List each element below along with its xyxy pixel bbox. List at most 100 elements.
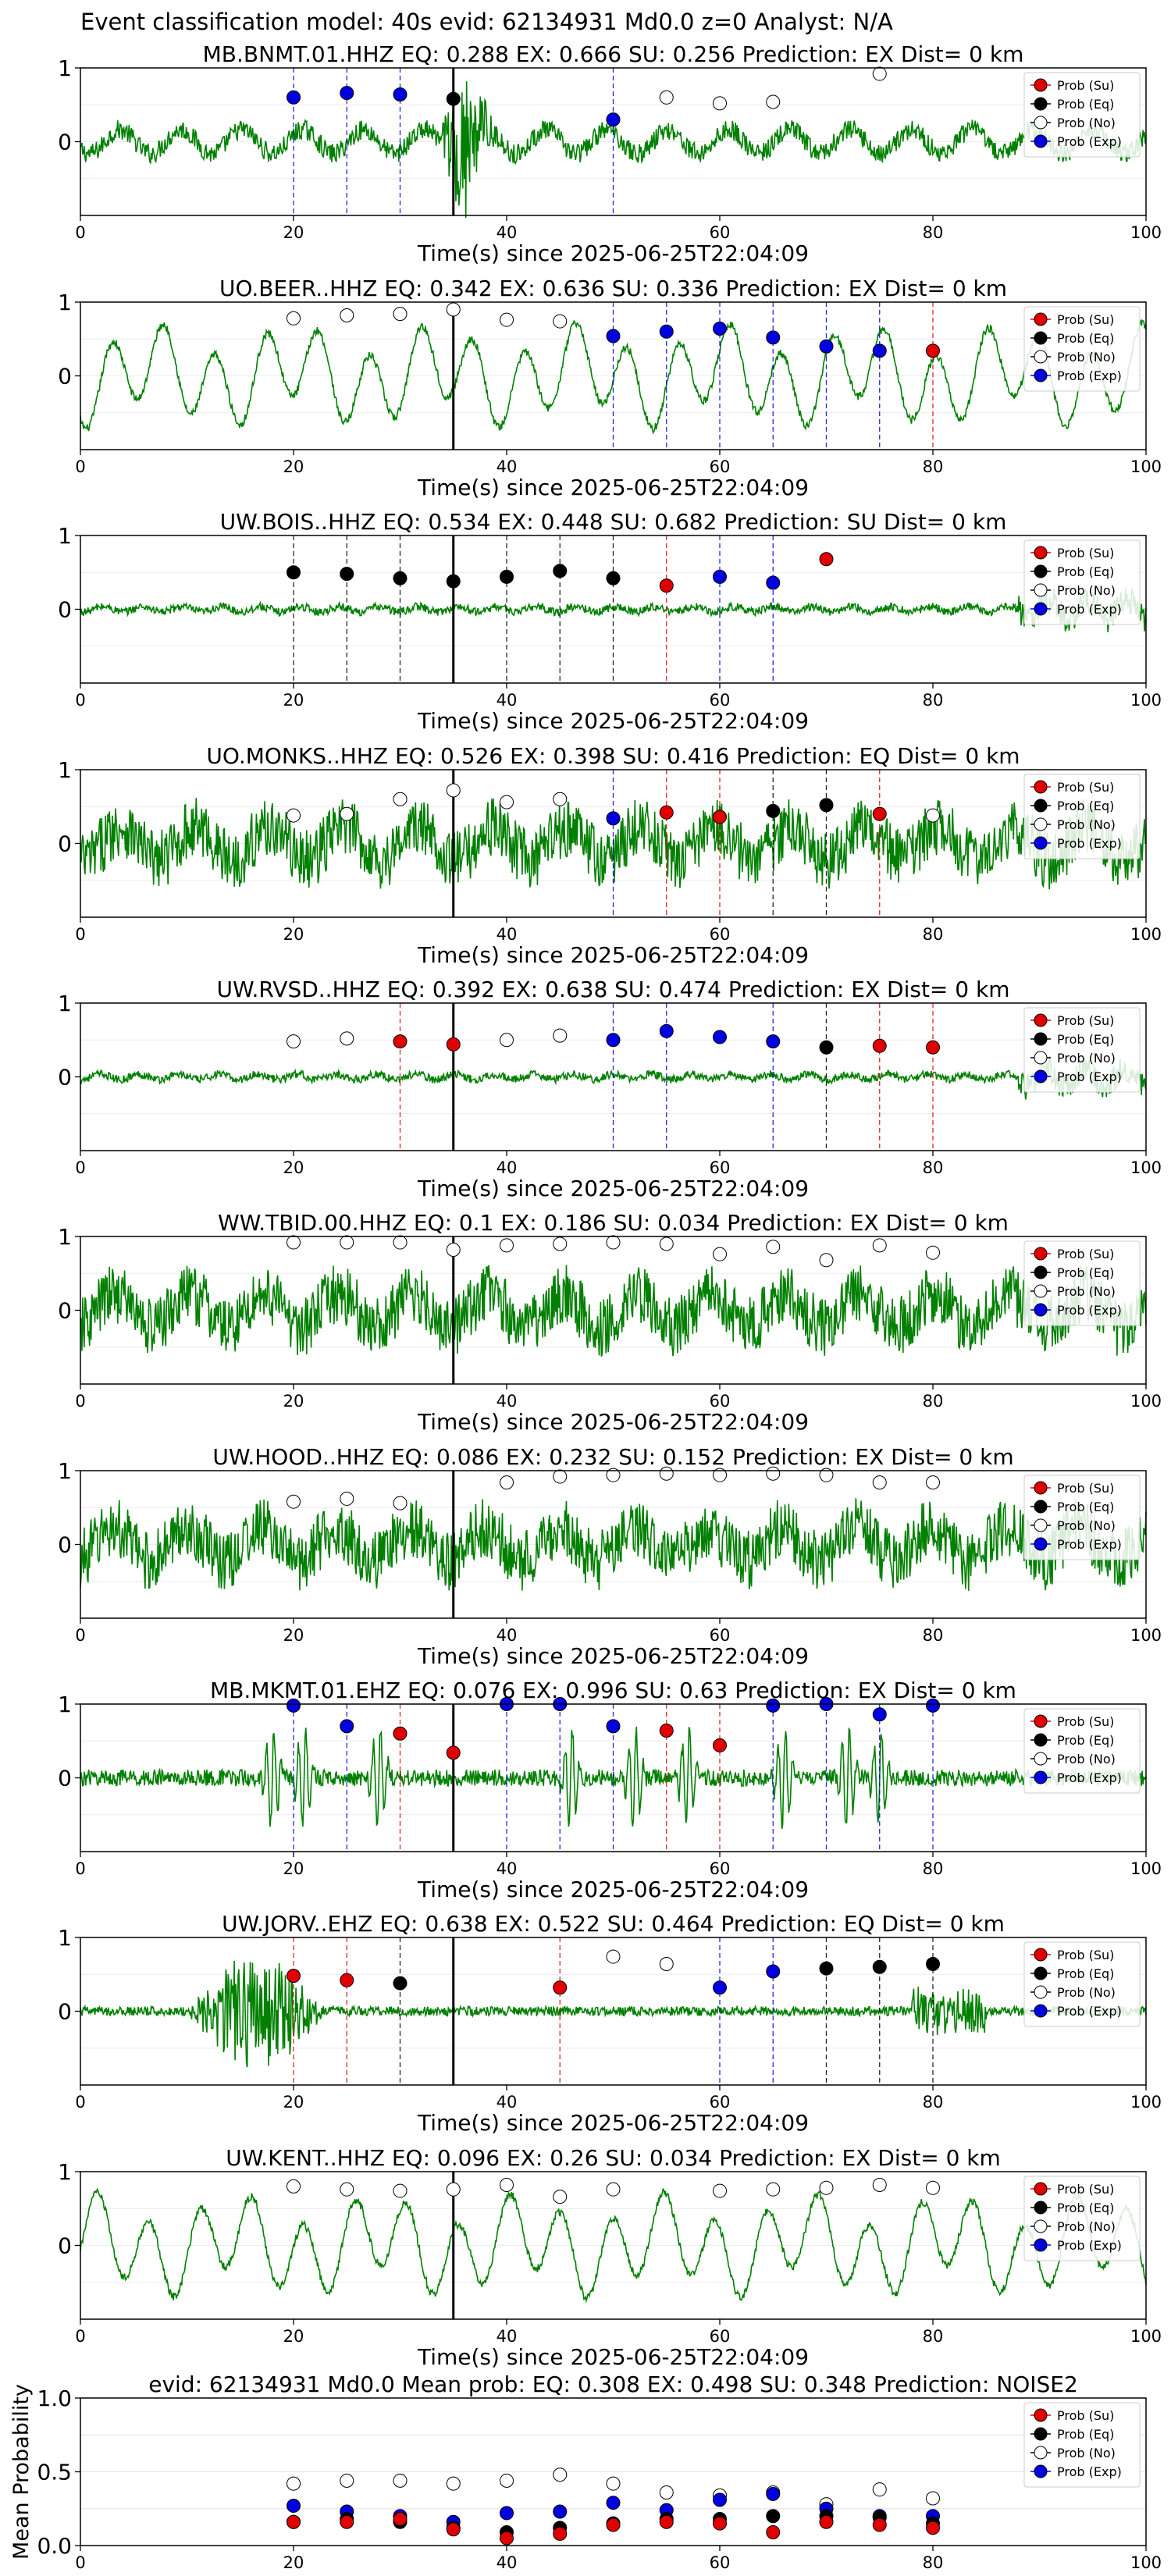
x-tick-label: 40 — [497, 2327, 518, 2346]
legend-marker-exp — [1034, 2238, 1048, 2252]
x-axis-label: Time(s) since 2025-06-25T22:04:09 — [417, 475, 809, 500]
prob-point-su — [393, 1726, 408, 1741]
prob-point-no — [659, 1466, 674, 1481]
panel-title: UW.KENT..HHZ EQ: 0.096 EX: 0.26 SU: 0.03… — [226, 2145, 1001, 2171]
prob-point-no — [713, 1247, 727, 1261]
x-axis-label: Time(s) since 2025-06-25T22:04:09 — [417, 1409, 809, 1435]
prob-point-eq — [872, 1959, 887, 1974]
legend-label-su: Prob (Su) — [1057, 78, 1114, 93]
prob-point-no — [926, 1245, 940, 1260]
x-tick-label: 40 — [497, 691, 518, 710]
prob-point-no — [606, 1949, 621, 1964]
prob-point-no — [553, 792, 568, 806]
prob-point-no — [500, 1033, 514, 1048]
prob-point-eq — [446, 91, 461, 106]
legend-marker-eq — [1034, 2201, 1048, 2215]
prob-point-no — [713, 1468, 727, 1482]
x-tick-label: 60 — [710, 457, 731, 476]
station-panel-3: UO.MONKS..HHZ EQ: 0.526 EX: 0.398 SU: 0.… — [58, 743, 1162, 968]
x-tick-label: 40 — [497, 1626, 518, 1645]
station-panel-2: UW.BOIS..HHZ EQ: 0.534 EX: 0.448 SU: 0.6… — [58, 509, 1162, 734]
prob-point-exp — [713, 2492, 727, 2507]
x-tick-label: 40 — [497, 1158, 518, 1177]
y-tick-label: 0 — [58, 130, 72, 155]
x-tick-label: 40 — [497, 1392, 518, 1411]
legend-marker-no — [1034, 1051, 1048, 1065]
legend-marker-su — [1034, 1013, 1048, 1027]
x-tick-label: 60 — [710, 691, 731, 710]
prob-point-no — [553, 1028, 568, 1043]
prob-point-su — [659, 1724, 674, 1738]
prob-point-exp — [606, 112, 621, 127]
legend-label-su: Prob (Su) — [1057, 1948, 1114, 1962]
prob-point-no — [446, 2476, 461, 2491]
prob-point-eq — [393, 571, 408, 585]
prob-point-no — [553, 1236, 568, 1251]
prob-point-no — [340, 2473, 354, 2488]
legend-label-exp: Prob (Exp) — [1057, 368, 1122, 383]
legend-label-no: Prob (No) — [1057, 1051, 1116, 1066]
x-tick-label: 100 — [1130, 2093, 1162, 2112]
legend-label-su: Prob (Su) — [1057, 1013, 1114, 1028]
y-tick-label: 1 — [58, 2159, 72, 2185]
prob-point-su — [659, 805, 674, 820]
prob-point-exp — [287, 1698, 301, 1713]
x-axis-label: Time(s) since 2025-06-25T22:04:09 — [417, 2344, 809, 2370]
x-tick-label: 60 — [710, 223, 731, 242]
prob-point-exp — [926, 1698, 940, 1713]
x-axis-label: Time(s) since 2025-06-25T22:04:09 — [417, 708, 809, 734]
prob-point-no — [340, 1031, 354, 1046]
legend-marker-exp — [1034, 134, 1048, 148]
prob-point-eq — [500, 569, 514, 584]
x-tick-label: 60 — [710, 2553, 731, 2572]
legend-marker-no — [1034, 1284, 1048, 1298]
x-tick-label: 20 — [283, 223, 304, 242]
legend-label-exp: Prob (Exp) — [1057, 1770, 1122, 1785]
prob-point-exp — [393, 87, 408, 102]
panel-title: MB.BNMT.01.HHZ EQ: 0.288 EX: 0.666 SU: 0… — [203, 41, 1024, 67]
x-tick-label: 20 — [283, 1158, 304, 1177]
x-tick-label: 40 — [497, 223, 518, 242]
legend-box — [1023, 2402, 1141, 2488]
panel-title: UO.BEER..HHZ EQ: 0.342 EX: 0.636 SU: 0.3… — [219, 276, 1007, 301]
prob-point-exp — [766, 575, 781, 590]
prob-point-no — [287, 1235, 301, 1250]
prob-point-no — [446, 1243, 461, 1258]
prob-point-no — [393, 1235, 408, 1250]
legend-label-no: Prob (No) — [1057, 817, 1116, 832]
legend-marker-exp — [1034, 1537, 1048, 1551]
prob-point-eq — [766, 2509, 781, 2524]
prob-point-exp — [872, 1707, 887, 1722]
legend-marker-su — [1034, 2182, 1048, 2196]
prob-point-no — [766, 94, 781, 109]
prob-point-eq — [606, 571, 621, 585]
figure-title: Event classification model: 40s evid: 62… — [80, 9, 893, 35]
prob-point-no — [500, 1238, 514, 1253]
legend-marker-eq — [1034, 1032, 1048, 1046]
prob-point-exp — [766, 2486, 781, 2501]
prob-point-su — [872, 806, 887, 821]
prob-point-exp — [766, 330, 781, 345]
legend-box — [1023, 1007, 1141, 1093]
prob-point-no — [872, 1238, 887, 1253]
legend-label-su: Prob (Su) — [1057, 780, 1114, 795]
legend-label-eq: Prob (Eq) — [1057, 1265, 1114, 1280]
x-axis-label: Time(s) since 2025-06-25T22:04:09 — [417, 942, 809, 968]
prob-point-exp — [766, 1034, 781, 1049]
prob-point-exp — [659, 1023, 674, 1038]
x-tick-label: 0 — [75, 1392, 85, 1411]
x-axis-label: Time(s) since 2025-06-25T22:04:09 — [417, 1643, 809, 1669]
legend-marker-no — [1034, 817, 1048, 831]
prob-point-su — [766, 2524, 781, 2539]
mean-probability-panel: evid: 62134931 Md0.0 Mean prob: EQ: 0.30… — [9, 2371, 1162, 2572]
legend-label-no: Prob (No) — [1057, 1985, 1116, 2000]
legend-label-eq: Prob (Eq) — [1057, 1500, 1114, 1514]
legend-marker-eq — [1034, 1966, 1048, 1980]
prob-point-no — [659, 1957, 674, 1972]
prob-point-exp — [766, 1698, 781, 1713]
prob-point-no — [393, 792, 408, 806]
station-panel-7: MB.MKMT.01.EHZ EQ: 0.076 EX: 0.996 SU: 0… — [58, 1678, 1162, 1902]
y-tick-label: 1 — [58, 1224, 72, 1250]
y-tick-label: 1 — [58, 523, 72, 549]
x-tick-label: 0 — [75, 2327, 85, 2346]
